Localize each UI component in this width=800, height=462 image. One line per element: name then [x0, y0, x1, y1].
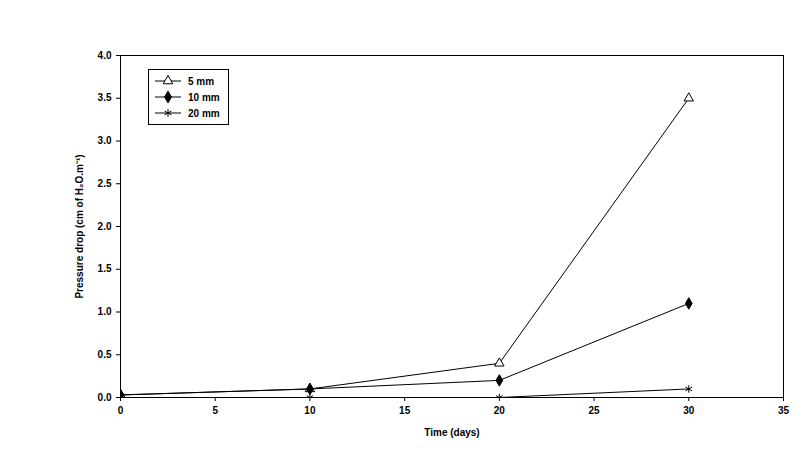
- svg-text:15: 15: [399, 405, 411, 416]
- svg-text:5: 5: [212, 405, 218, 416]
- svg-text:1.5: 1.5: [98, 263, 112, 274]
- svg-text:35: 35: [778, 405, 790, 416]
- svg-text:2.5: 2.5: [98, 178, 112, 189]
- svg-text:2.0: 2.0: [98, 221, 112, 232]
- svg-text:0.5: 0.5: [98, 349, 112, 360]
- html-text:10 mm: 10 mm: [188, 91, 220, 103]
- svg-text:30: 30: [683, 405, 695, 416]
- svg-text:0.0: 0.0: [98, 392, 112, 403]
- svg-text:10: 10: [304, 405, 316, 416]
- html-text:20 mm: 20 mm: [188, 107, 220, 119]
- svg-text:4.0: 4.0: [98, 50, 112, 61]
- svg-text:25: 25: [589, 405, 601, 416]
- svg-text:20: 20: [494, 405, 506, 416]
- html-text:5 mm: 5 mm: [188, 75, 215, 87]
- svg-text:3.0: 3.0: [98, 135, 112, 146]
- svg-text:Time (days): Time (days): [424, 427, 479, 438]
- svg-text:3.5: 3.5: [98, 92, 112, 103]
- svg-text:Pressure drop (cm of H₂O.m⁻¹): Pressure drop (cm of H₂O.m⁻¹): [74, 154, 85, 298]
- svg-text:0: 0: [118, 405, 124, 416]
- svg-text:1.0: 1.0: [98, 306, 112, 317]
